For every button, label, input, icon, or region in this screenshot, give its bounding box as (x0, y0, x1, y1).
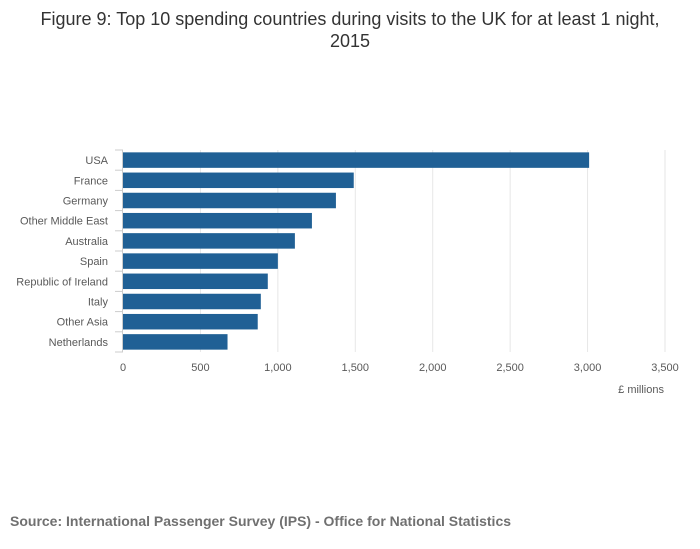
category-label: Germany (63, 196, 109, 208)
category-label: France (74, 175, 108, 187)
x-tick-label: 3,000 (574, 362, 602, 374)
x-tick-label: 500 (191, 362, 209, 374)
bar-australia (123, 233, 295, 249)
x-tick-label: 2,000 (419, 362, 447, 374)
category-label: Other Asia (57, 317, 109, 329)
x-tick-label: 1,000 (264, 362, 292, 374)
category-label: Netherlands (49, 337, 109, 349)
category-label: Australia (65, 236, 109, 248)
x-axis-ticks: 0 500 1,000 1,500 2,000 2,500 3,000 3,500 (120, 362, 679, 374)
x-tick-label: 2,500 (496, 362, 524, 374)
category-labels: USA France Germany Other Middle East Austral… (16, 155, 109, 349)
bar-republic-of-ireland (123, 273, 268, 290)
chart-title: Figure 9: Top 10 spending countries duri… (40, 9, 660, 51)
x-tick-label: 1,500 (342, 362, 370, 374)
category-label: USA (85, 155, 108, 167)
bar-other-middle-east (123, 212, 312, 229)
x-axis-title: £ millions (618, 384, 664, 396)
x-tick-label: 0 (120, 362, 126, 374)
category-label: Italy (88, 297, 109, 309)
source-note: Source: International Passenger Survey (… (10, 513, 512, 529)
x-tick-label: 3,500 (651, 362, 679, 374)
bar-germany (123, 192, 336, 209)
bars (123, 152, 590, 350)
bar-other-asia (123, 313, 258, 330)
y-axis (115, 149, 123, 353)
bar-france (123, 172, 354, 189)
bar-italy (123, 293, 261, 310)
category-label: Spain (80, 256, 108, 268)
bar-usa (123, 152, 590, 168)
bar-spain (123, 253, 278, 269)
bar-netherlands (123, 334, 228, 350)
category-label: Republic of Ireland (16, 276, 108, 288)
category-label: Other Middle East (20, 216, 108, 228)
